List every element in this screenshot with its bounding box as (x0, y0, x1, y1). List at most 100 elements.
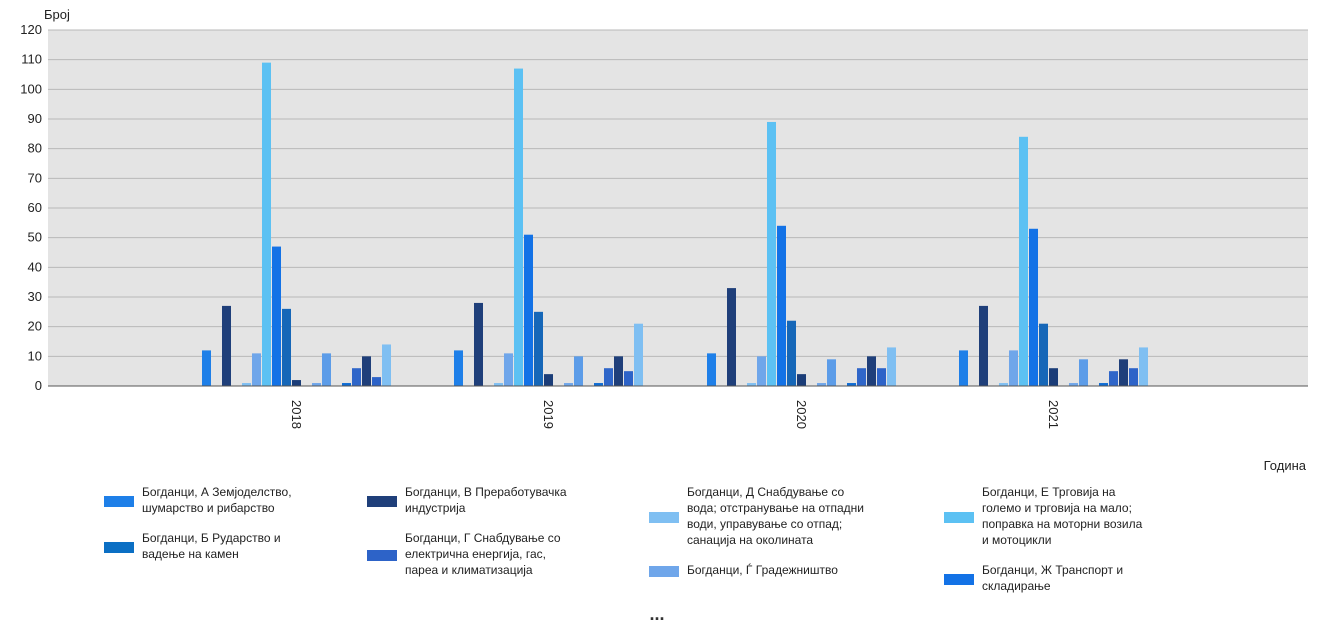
bar-2020-series-11 (817, 383, 826, 386)
bar-2020-series-7 (777, 225, 786, 386)
legend-swatch (649, 512, 679, 523)
bar-2020-series-8 (787, 320, 796, 386)
x-axis-title: Година (1264, 458, 1307, 473)
bar-2020-series-17 (877, 368, 886, 386)
y-tick-label: 20 (28, 319, 42, 334)
y-tick-label: 110 (21, 52, 42, 67)
bar-2020-series-15 (857, 368, 866, 386)
bar-2018-series-8 (282, 308, 291, 386)
gridlines (48, 29, 1308, 387)
x-tick-label: 2018 (289, 400, 304, 429)
legend-label: вода; отстранување на отпадни (687, 501, 864, 515)
legend-label: Богданци, Б Рударство и (142, 531, 281, 545)
bar-2018-series-17 (372, 377, 381, 386)
legend-swatch (104, 496, 134, 507)
bar-2019-series-18 (634, 323, 643, 386)
bar-2020-series-14 (847, 383, 856, 386)
legend-swatch (944, 574, 974, 585)
legend-item[interactable]: Богданци, Д Снабдување со вода; отстранув… (649, 485, 864, 547)
y-tick-label: 60 (28, 200, 42, 215)
bar-2018-series-0 (202, 350, 211, 386)
legend-swatch (944, 512, 974, 523)
bar-2020-series-9 (797, 374, 806, 386)
bar-2018-series-16 (362, 356, 371, 386)
x-axis-ticks: 2018 2019 2020 2021 (289, 400, 1061, 429)
bar-2019-series-7 (524, 234, 533, 386)
y-tick-label: 10 (28, 348, 42, 363)
x-tick-label: 2020 (794, 400, 809, 429)
bar-2021-series-9 (1049, 368, 1058, 386)
y-tick-label: 70 (28, 170, 42, 185)
bar-2021-series-8 (1039, 323, 1048, 386)
bar-2019-series-12 (574, 356, 583, 386)
bar-2018-series-7 (272, 246, 281, 386)
y-tick-label: 40 (28, 259, 42, 274)
bar-2018-series-15 (352, 368, 361, 386)
legend-swatch (367, 550, 397, 561)
bar-2019-series-2 (474, 302, 483, 386)
bar-2019-series-8 (534, 311, 543, 386)
bar-2018-series-12 (322, 353, 331, 386)
legend-more-indicator[interactable]: ... (649, 604, 664, 624)
legend-swatch (104, 542, 134, 553)
bar-2018-series-9 (292, 380, 301, 386)
y-tick-label: 50 (28, 230, 42, 245)
legend-label: Богданци, Ж Транспорт и (982, 563, 1123, 577)
legend-label: електрична енергија, гас, (405, 547, 546, 561)
legend-label: Богданци, Г Снабдување со (405, 531, 561, 545)
legend-label: шумарство и рибарство (142, 501, 275, 515)
bar-2019-series-6 (514, 68, 523, 387)
y-tick-label: 90 (28, 111, 42, 126)
bar-2019-series-9 (544, 374, 553, 386)
bar-2021-series-0 (959, 350, 968, 386)
legend: Богданци, А Земјоделство, шумарство и риб… (104, 485, 1143, 593)
bars (202, 62, 1148, 387)
legend-item[interactable]: Богданци, Б Рударство и вадење на камен (104, 531, 281, 561)
legend-item[interactable]: Богданци, Е Трговија на големо и трговија… (944, 485, 1143, 547)
x-tick-label: 2019 (541, 400, 556, 429)
legend-label: Богданци, Ѓ Градежништво (687, 562, 838, 577)
bar-2018-series-6 (262, 62, 271, 387)
bar-2019-series-11 (564, 383, 573, 386)
bar-2020-series-12 (827, 359, 836, 386)
bar-2018-series-14 (342, 383, 351, 386)
bar-2021-series-12 (1079, 359, 1088, 386)
bar-2019-series-4 (494, 383, 503, 386)
bar-2021-series-14 (1099, 383, 1108, 386)
bar-2021-series-18 (1139, 347, 1148, 386)
legend-label: големо и трговија на мало; (982, 501, 1132, 515)
bar-2018-series-18 (382, 344, 391, 386)
bar-2021-series-4 (999, 383, 1008, 386)
bar-2020-series-2 (727, 288, 736, 386)
bar-2021-series-16 (1119, 359, 1128, 386)
x-tick-label: 2021 (1046, 400, 1061, 429)
bar-2020-series-0 (707, 353, 716, 386)
legend-item[interactable]: Богданци, Г Снабдување со електрична енер… (367, 531, 561, 577)
legend-label: пареа и климатизација (405, 563, 533, 577)
legend-label: складирање (982, 579, 1051, 593)
bar-2019-series-16 (614, 356, 623, 386)
y-tick-label: 100 (20, 81, 42, 96)
bar-2018-series-5 (252, 353, 261, 386)
bar-2021-series-15 (1109, 371, 1118, 386)
bar-2020-series-6 (767, 121, 776, 386)
legend-item[interactable]: Богданци, Ѓ Градежништво (649, 562, 838, 577)
bar-2020-series-16 (867, 356, 876, 386)
bar-2021-series-6 (1019, 136, 1028, 386)
legend-label: Богданци, А Земјоделство, (142, 485, 292, 499)
y-axis-ticks: 0 10 20 30 40 50 60 70 80 90 100 110 120 (20, 22, 42, 393)
legend-label: Богданци, В Преработувачка (405, 485, 567, 499)
legend-label: води, управување со отпад; (687, 517, 842, 531)
legend-item[interactable]: Богданци, Ж Транспорт и складирање (944, 563, 1123, 593)
bar-2019-series-17 (624, 371, 633, 386)
legend-item[interactable]: Богданци, А Земјоделство, шумарство и риб… (104, 485, 292, 515)
legend-item[interactable]: Богданци, В Преработувачка индустрија (367, 485, 567, 515)
bar-2018-series-11 (312, 383, 321, 386)
bar-2021-series-5 (1009, 350, 1018, 386)
legend-label: поправка на моторни возила (982, 517, 1143, 531)
legend-label: и мотоцикли (982, 533, 1051, 547)
legend-label: вадење на камен (142, 547, 239, 561)
legend-label: санација на околината (687, 533, 813, 547)
legend-label: Богданци, Е Трговија на (982, 485, 1116, 499)
